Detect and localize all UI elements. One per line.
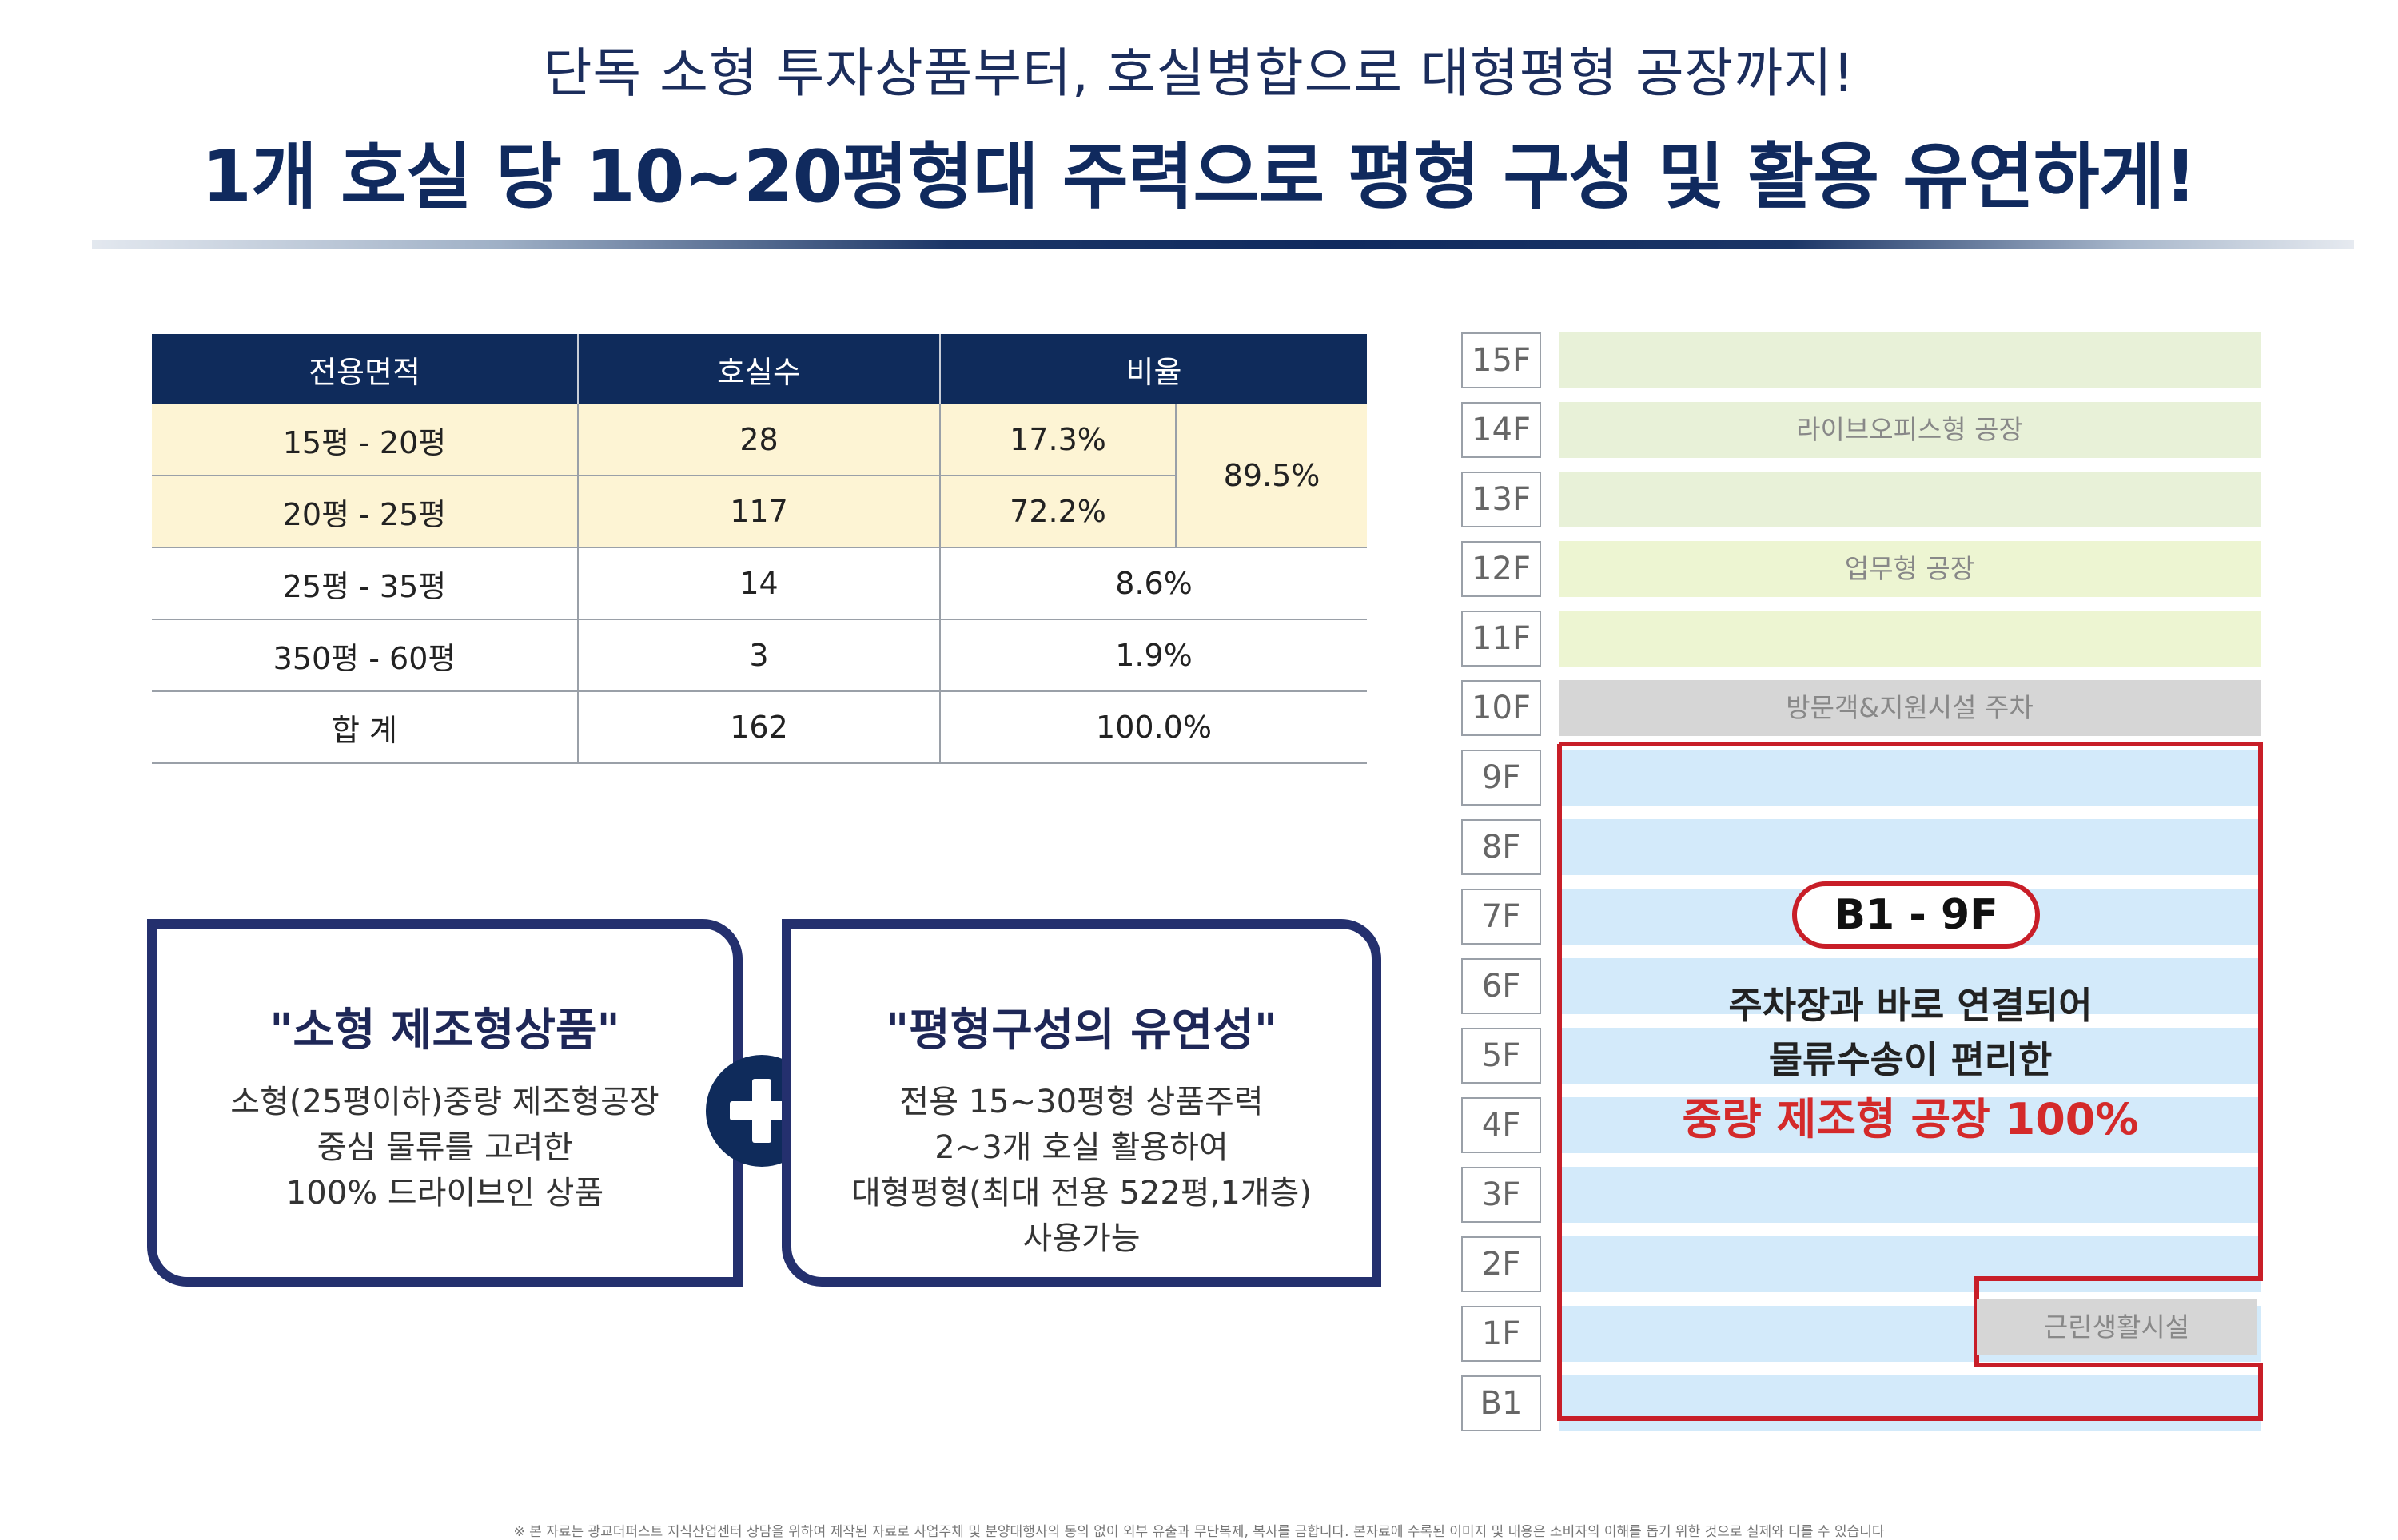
table-total-row: 합 계 162 100.0% (152, 691, 1367, 764)
feature-title: "평형구성의 유연성" (885, 1005, 1277, 1057)
cell-ratio: 17.3% (940, 404, 1177, 476)
headline-subtitle: 단독 소형 투자상품부터, 호실병합으로 대형평형 공장까지! (543, 42, 1855, 104)
cell-ratio: 1.9% (940, 619, 1367, 692)
zone-live-office: 라이브오피스형 공장 (1559, 402, 2261, 458)
table-row: 350평 - 60평 3 1.9% (152, 619, 1367, 692)
cell-units: 14 (578, 547, 941, 620)
floor-label: 8F (1461, 819, 1541, 875)
zone-amenity: 근린생활시설 (1977, 1299, 2257, 1355)
cell-ratio: 100.0% (940, 691, 1367, 764)
floor-label: 7F (1461, 889, 1541, 945)
table-row: 20평 - 25평 117 72.2% (152, 476, 1367, 548)
feature-box-small-manufacturing: "소형 제조형상품" 소형(25평이하)중량 제조형공장 중심 물류를 고려한 … (147, 919, 743, 1287)
floor-range-badge: B1 - 9F (1792, 881, 2040, 949)
feature-description: 소형(25평이하)중량 제조형공장 중심 물류를 고려한 100% 드라이브인 … (157, 1080, 733, 1216)
floor-bar-9f (1559, 750, 2261, 806)
cell-units: 117 (578, 476, 941, 548)
floor-label: 3F (1461, 1167, 1541, 1223)
zone-business: 업무형 공장 (1559, 541, 2261, 597)
feature-line: 100% 드라이브인 상품 (285, 1175, 604, 1212)
floor-bar-2f (1559, 1236, 2261, 1292)
feature-description: 전용 15~30평형 상품주력 2~3개 호실 활용하여 대형평형(최대 전용 … (791, 1080, 1372, 1262)
cell-ratio: 72.2% (940, 476, 1177, 548)
cell-ratio: 8.6% (940, 547, 1367, 620)
feature-line: 소형(25평이하)중량 제조형공장 (230, 1084, 659, 1120)
header-divider (92, 240, 2354, 249)
heavy-manufacturing-zone-outline (1557, 742, 2263, 1421)
floor-label: B1 (1461, 1375, 1541, 1431)
feature-title: "소형 제조형상품" (269, 1005, 620, 1057)
zone-caption-highlight: 중량 제조형 공장 100% (1682, 1094, 2139, 1144)
floor-label: 9F (1461, 750, 1541, 806)
floor-bar-13f (1559, 472, 2261, 527)
floor-bar-15f (1559, 332, 2261, 388)
floor-bar-6f (1559, 958, 2261, 1014)
cell-area: 15평 - 20평 (152, 404, 579, 476)
floor-label: 11F (1461, 611, 1541, 667)
feature-line: 대형평형(최대 전용 522평,1개층) (851, 1175, 1312, 1212)
col-header-area: 전용면적 (152, 334, 579, 404)
feature-line: 2~3개 호실 활용하여 (934, 1129, 1229, 1166)
floor-label: 15F (1461, 332, 1541, 388)
feature-line: 전용 15~30평형 상품주력 (899, 1084, 1264, 1120)
floor-label: 14F (1461, 402, 1541, 458)
table-row: 15평 - 20평 28 17.3% 89.5% (152, 404, 1367, 548)
cell-units: 162 (578, 691, 941, 764)
col-header-units: 호실수 (578, 334, 941, 404)
floor-label: 12F (1461, 541, 1541, 597)
footnote: ※ 본 자료는 광교더퍼스트 지식산업센터 상담을 위하여 제작된 자료로 사업… (513, 1524, 1885, 1540)
zone-caption: 주차장과 바로 연결되어 (1728, 984, 2093, 1027)
cell-area: 20평 - 25평 (152, 476, 579, 548)
cell-units: 3 (578, 619, 941, 692)
floor-label: 13F (1461, 472, 1541, 527)
feature-box-flexibility: "평형구성의 유연성" 전용 15~30평형 상품주력 2~3개 호실 활용하여… (782, 919, 1381, 1287)
col-header-ratio: 비율 (940, 334, 1367, 404)
floor-label: 10F (1461, 680, 1541, 736)
floor-bar-3f (1559, 1167, 2261, 1223)
cell-merged-ratio: 89.5% (1176, 404, 1367, 548)
table-header-row: 전용면적 호실수 비율 (152, 334, 1367, 404)
zone-caption: 물류수송이 편리한 (1768, 1038, 2053, 1081)
table-row: 25평 - 35평 14 8.6% (152, 547, 1367, 620)
floor-label: 6F (1461, 958, 1541, 1014)
floor-label: 4F (1461, 1097, 1541, 1153)
floor-bar-11f (1559, 611, 2261, 667)
floor-bar-5f (1559, 1028, 2261, 1084)
feature-line: 중심 물류를 고려한 (317, 1129, 573, 1166)
feature-line: 사용가능 (1022, 1220, 1141, 1257)
floor-label: 5F (1461, 1028, 1541, 1084)
headline-title: 1개 호실 당 10~20평형대 주력으로 평형 구성 및 활용 유연하게! (201, 135, 2197, 219)
floor-bar-4f (1559, 1097, 2261, 1153)
floor-label: 2F (1461, 1236, 1541, 1292)
cell-area: 25평 - 35평 (152, 547, 579, 620)
cell-units: 28 (578, 404, 941, 476)
floor-bar-8f (1559, 819, 2261, 875)
zone-parking: 방문객&지원시설 주차 (1559, 680, 2261, 736)
cell-area: 합 계 (152, 691, 579, 764)
cell-area: 350평 - 60평 (152, 619, 579, 692)
area-table: 전용면적 호실수 비율 15평 - 20평 28 17.3% 89.5% 20평… (152, 334, 1367, 764)
floor-bar-b1 (1559, 1375, 2261, 1431)
floor-label: 1F (1461, 1306, 1541, 1362)
